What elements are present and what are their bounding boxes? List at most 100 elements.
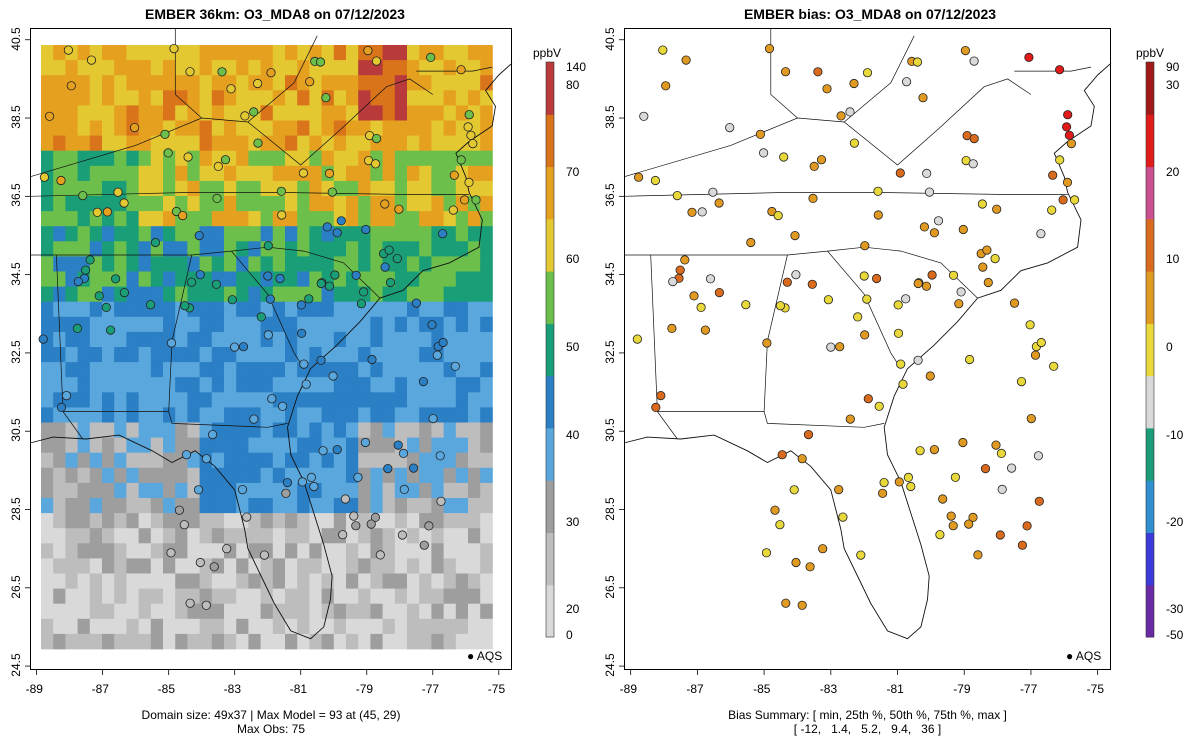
ozone-cell: [260, 422, 274, 438]
ozone-cell: [163, 603, 176, 620]
colorbar-tick-label: 10: [1166, 252, 1180, 266]
ozone-cell: [419, 180, 432, 197]
ozone-cell: [175, 618, 188, 635]
ozone-cell: [394, 286, 408, 303]
station-marker: [242, 512, 252, 522]
left-colorbar-unit: ppbV: [533, 46, 562, 60]
ozone-cell: [394, 105, 408, 121]
bias-stations: [632, 43, 1080, 610]
bias-marker: [632, 334, 643, 344]
ozone-cell: [455, 331, 469, 348]
colorbar-tick-label: 50: [566, 340, 580, 354]
station-marker: [166, 338, 177, 348]
bias-marker: [767, 206, 777, 217]
ozone-cell: [382, 301, 396, 318]
right-legend-aqs: ● AQS: [1066, 649, 1101, 663]
ozone-cell: [236, 196, 249, 212]
station-marker: [428, 413, 438, 424]
ozone-cell: [138, 573, 152, 589]
ozone-cell: [114, 211, 127, 227]
ozone-cell: [248, 543, 261, 559]
ozone-cell: [272, 226, 286, 242]
ozone-cell: [394, 588, 408, 605]
ozone-cell: [321, 467, 335, 484]
ozone-cell: [236, 377, 249, 393]
ozone-cell: [285, 437, 298, 454]
ozone-cell: [260, 633, 274, 650]
ozone-cell: [407, 211, 420, 227]
bias-marker: [1025, 320, 1035, 330]
station-marker: [38, 334, 48, 344]
ozone-cell: [468, 392, 481, 408]
ozone-cell: [370, 256, 383, 272]
ozone-cell: [77, 331, 91, 348]
ozone-cell: [224, 422, 237, 438]
station-marker: [238, 342, 249, 352]
bias-marker: [823, 295, 834, 305]
ozone-cell: [455, 211, 469, 227]
colorbar-tick-label: 0: [566, 628, 573, 642]
ozone-cell: [370, 573, 383, 589]
ozone-cell: [41, 256, 54, 272]
ozone-cell: [480, 618, 493, 635]
station-marker: [101, 302, 111, 312]
ozone-cell: [236, 633, 249, 650]
ozone-cell: [89, 482, 103, 499]
ozone-cell: [65, 633, 78, 650]
colorbar-segment: [546, 427, 554, 481]
bias-marker: [862, 68, 873, 78]
station-marker: [297, 477, 307, 487]
bias-marker: [879, 477, 889, 488]
station-marker: [466, 130, 476, 140]
ozone-cell: [175, 226, 188, 242]
ozone-cell: [211, 331, 225, 348]
bias-marker: [661, 81, 671, 91]
ozone-cell: [370, 45, 383, 61]
station-marker: [150, 237, 161, 248]
ozone-cell: [65, 150, 78, 167]
station-marker: [332, 444, 342, 455]
ozone-cell: [211, 105, 225, 121]
ozone-cell: [77, 513, 91, 529]
ozone-cell: [443, 528, 457, 544]
ozone-cell: [333, 120, 347, 136]
ozone-cell: [431, 588, 444, 605]
ozone-cell: [358, 482, 371, 499]
station-marker: [358, 287, 369, 297]
ozone-cell: [431, 105, 444, 121]
ozone-cell: [443, 377, 457, 393]
ozone-cell: [346, 452, 359, 469]
ozone-cell: [309, 45, 322, 61]
ozone-cell: [236, 347, 249, 363]
bias-marker: [818, 544, 828, 554]
ozone-cell: [77, 543, 91, 559]
ozone-cell: [211, 45, 225, 61]
ozone-cell: [407, 180, 420, 197]
ozone-cell: [248, 618, 261, 635]
ozone-cell: [211, 286, 225, 303]
ozone-cell: [41, 422, 54, 438]
ozone-cell: [419, 362, 432, 378]
ozone-cell: [187, 573, 200, 589]
ozone-cell: [419, 452, 432, 469]
ozone-cell: [443, 498, 457, 514]
ozone-cell: [150, 543, 164, 559]
ozone-cell: [297, 437, 310, 454]
bias-marker: [687, 207, 697, 217]
bias-marker: [929, 444, 940, 455]
ozone-cell: [77, 573, 91, 589]
ozone-cell: [443, 573, 457, 589]
ozone-cell: [175, 377, 188, 393]
ozone-cell: [77, 150, 91, 167]
ozone-cell: [272, 543, 286, 559]
station-marker: [194, 231, 204, 241]
ozone-cell: [333, 241, 347, 257]
ozone-cell: [89, 362, 103, 378]
ozone-cell: [297, 120, 310, 136]
ozone-cell: [455, 467, 469, 484]
ozone-cell: [41, 150, 54, 167]
ozone-cell: [224, 135, 237, 152]
ozone-cell: [102, 482, 115, 499]
ozone-cell: [224, 45, 237, 61]
ozone-cell: [114, 301, 127, 318]
